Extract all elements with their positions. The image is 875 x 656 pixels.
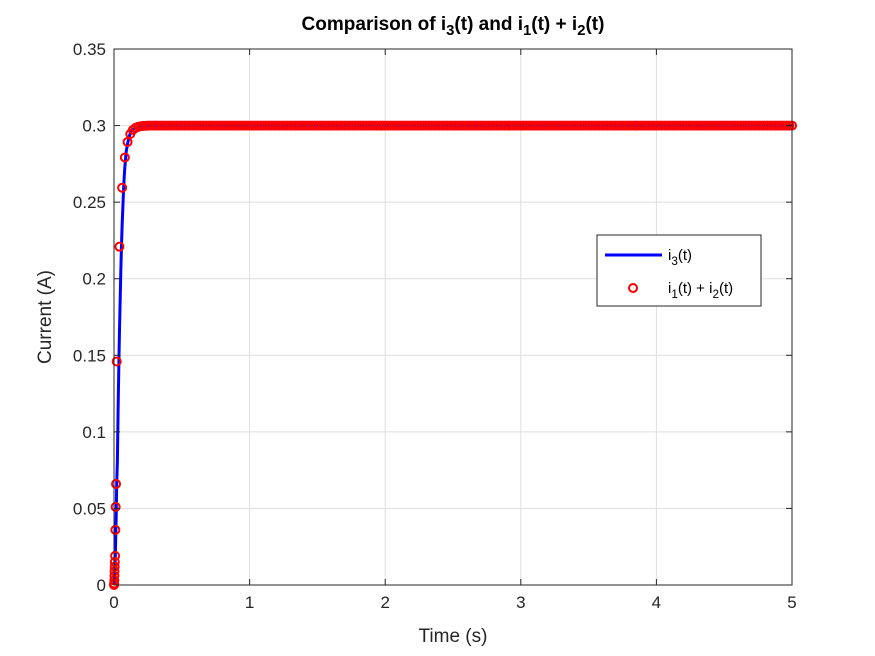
x-axis-label: Time (s) <box>419 626 488 647</box>
y-tick-label: 0.25 <box>73 193 106 212</box>
series-i1-plus-i2-point <box>111 478 122 489</box>
series-layer <box>109 120 797 590</box>
chart-title: Comparison of i3(t) and i1(t) + i2(t) <box>302 14 605 39</box>
y-tick-label: 0.2 <box>82 270 106 289</box>
series-i1-plus-i2-point <box>114 241 125 252</box>
y-tick-label: 0.1 <box>82 423 106 442</box>
series-i1-plus-i2-point <box>110 501 121 512</box>
series-i1-plus-i2-point <box>109 566 120 577</box>
legend: i3(t) i1(t) + i2(t) <box>596 234 762 307</box>
legend-label-i1-plus-i2: i1(t) + i2(t) <box>668 280 733 301</box>
y-tick-label: 0.35 <box>73 40 106 59</box>
legend-label-i3: i3(t) <box>668 247 692 268</box>
series-i1-plus-i2-point <box>110 524 121 535</box>
x-tick-label: 3 <box>516 593 525 612</box>
plot-frame <box>113 48 793 586</box>
y-axis-label: Current (A) <box>35 270 56 364</box>
x-tick-label: 0 <box>109 593 118 612</box>
series-i1-plus-i2-point <box>119 152 130 163</box>
x-tick-label: 1 <box>245 593 254 612</box>
x-tick-label: 2 <box>380 593 389 612</box>
ticks: 0 1 2 3 4 5 0 0.05 0.1 0.15 0.2 0.25 0.3 0.35 <box>73 40 797 612</box>
x-tick-label: 4 <box>652 593 661 612</box>
x-tick-label: 5 <box>787 593 796 612</box>
plot-area <box>114 49 792 585</box>
y-tick-label: 0.15 <box>73 346 106 365</box>
series-i1-plus-i2-point <box>110 550 121 561</box>
y-tick-label: 0 <box>97 576 106 595</box>
legend-marker-sample <box>628 283 638 293</box>
series-i1-plus-i2-point <box>109 561 120 572</box>
y-tick-label: 0.05 <box>73 499 106 518</box>
series-i1-plus-i2-point <box>117 182 128 193</box>
y-tick-label: 0.3 <box>82 117 106 136</box>
legend-box <box>596 234 762 307</box>
series-i1-plus-i2-point <box>111 356 122 367</box>
series-i1-plus-i2-point <box>109 557 120 568</box>
